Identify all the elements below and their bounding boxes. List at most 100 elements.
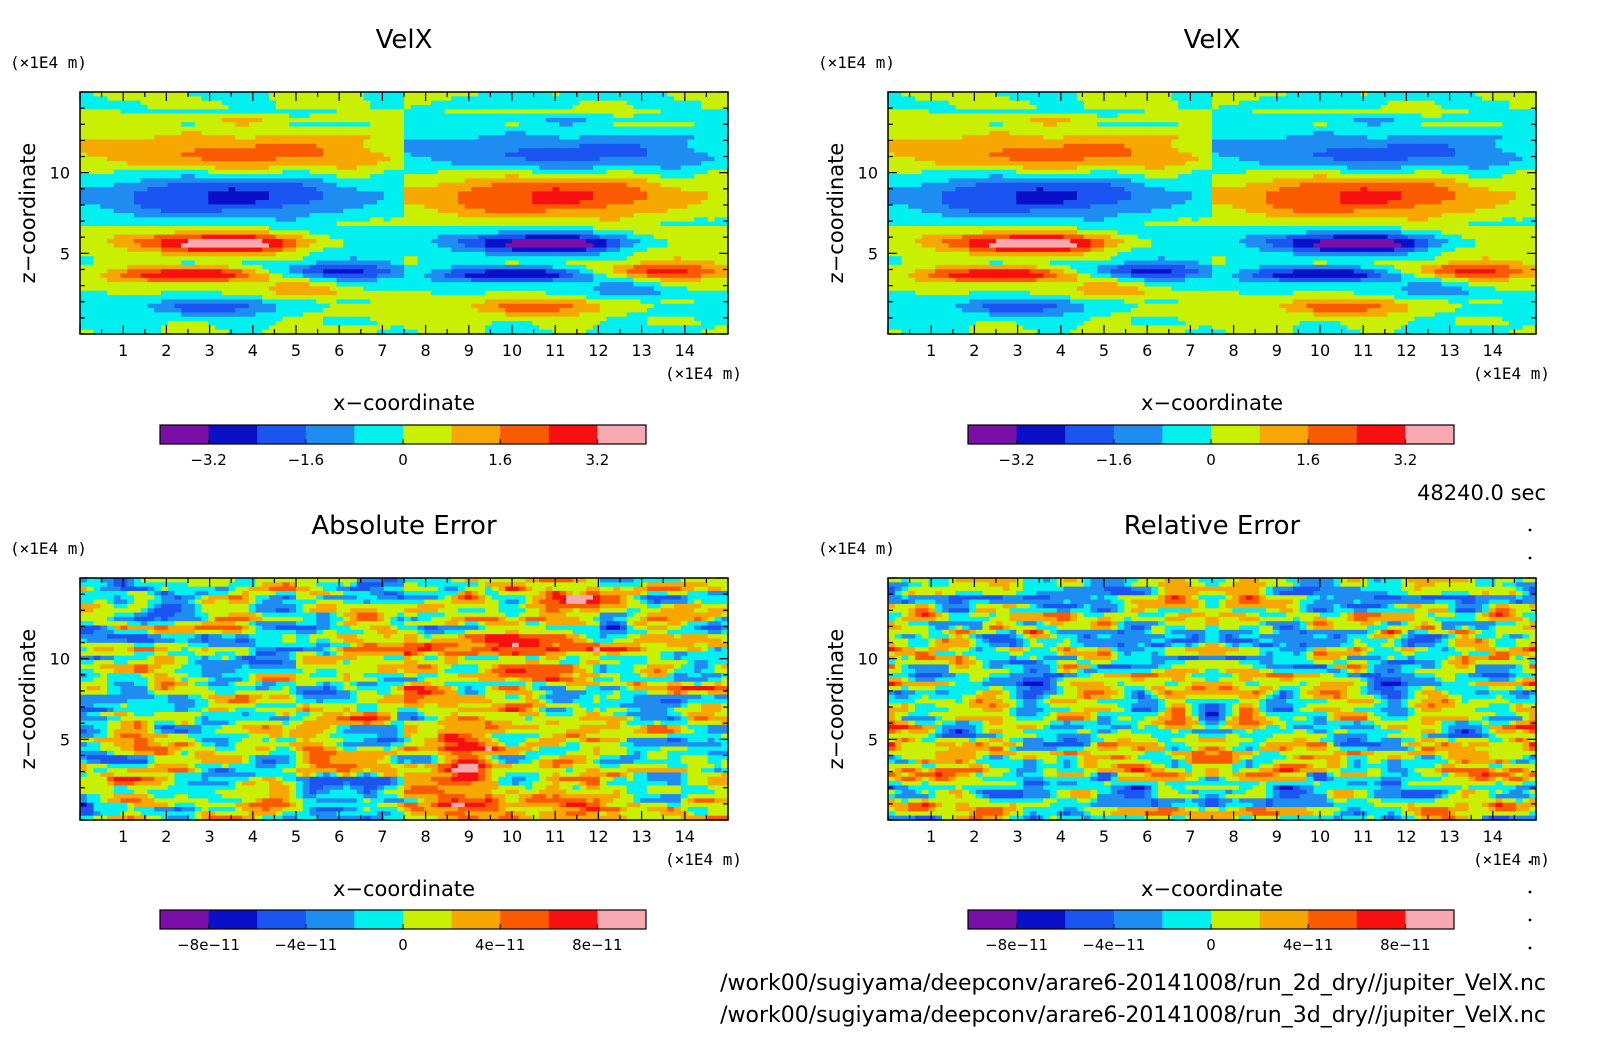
- field-cell: [275, 109, 284, 115]
- field-cell: [390, 234, 398, 240]
- field-cell: [417, 117, 425, 123]
- field-cell: [86, 143, 95, 149]
- field-cell: [100, 92, 108, 97]
- field-cell: [363, 260, 371, 266]
- field-cell: [505, 148, 513, 154]
- field-cell: [356, 230, 365, 236]
- field-cell: [228, 126, 236, 132]
- field-cell: [512, 152, 520, 158]
- field-cell: [647, 148, 655, 154]
- field-cell: [289, 230, 297, 236]
- field-cell: [674, 195, 682, 201]
- field-cell: [100, 165, 108, 171]
- field-cell: [559, 204, 567, 210]
- field-cell: [296, 303, 304, 309]
- field-cell: [478, 156, 486, 162]
- field-cell: [255, 113, 263, 119]
- field-cell: [552, 165, 560, 171]
- field-cell: [363, 217, 371, 223]
- field-cell: [282, 113, 290, 119]
- field-cell: [714, 269, 722, 275]
- field-cell: [120, 174, 128, 180]
- field-cell: [647, 243, 655, 249]
- field-cell: [336, 238, 344, 244]
- field-cell: [539, 130, 547, 136]
- field-cell: [201, 156, 209, 162]
- field-cell: [687, 273, 695, 279]
- field-cell: [579, 182, 587, 188]
- field-cell: [208, 230, 216, 236]
- field-cell: [127, 221, 135, 227]
- field-cell: [707, 109, 716, 115]
- field-cell: [181, 156, 189, 162]
- field-cell: [539, 273, 547, 279]
- field-cell: [309, 161, 317, 167]
- field-cell: [167, 312, 176, 318]
- field-cell: [552, 117, 560, 123]
- field-cell: [93, 264, 101, 270]
- field-cell: [302, 126, 311, 132]
- field-cell: [721, 213, 729, 218]
- field-cell: [478, 104, 486, 110]
- field-cell: [701, 126, 709, 132]
- field-cell: [640, 221, 648, 227]
- field-cell: [296, 195, 304, 201]
- field-cell: [593, 156, 601, 162]
- field-cell: [552, 264, 560, 270]
- field-cell: [586, 282, 594, 288]
- field-cell: [323, 174, 331, 180]
- field-cell: [559, 213, 567, 218]
- field-cell: [566, 213, 574, 218]
- field-cell: [383, 104, 392, 110]
- field-cell: [248, 104, 257, 110]
- field-cell: [336, 139, 344, 145]
- field-cell: [302, 165, 311, 171]
- field-cell: [127, 273, 135, 279]
- field-cell: [120, 238, 128, 244]
- field-cell: [647, 303, 655, 309]
- field-cell: [572, 187, 581, 192]
- field-cell: [512, 100, 520, 106]
- field-cell: [343, 92, 351, 97]
- field-cell: [194, 217, 203, 223]
- field-cell: [201, 109, 209, 115]
- field-cell: [188, 273, 196, 279]
- field-cell: [532, 139, 540, 145]
- field-cell: [667, 204, 675, 210]
- field-cell: [323, 92, 331, 97]
- field-cell: [539, 295, 547, 301]
- field-cell: [707, 282, 716, 288]
- field-cell: [363, 109, 371, 115]
- field-cell: [255, 299, 263, 305]
- field-cell: [370, 161, 378, 167]
- field-cell: [221, 247, 230, 253]
- field-cell: [140, 260, 149, 266]
- field-cell: [478, 269, 486, 275]
- field-cell: [120, 282, 128, 288]
- field-cell: [410, 221, 419, 227]
- field-cell: [471, 156, 479, 162]
- field-cell: [208, 96, 216, 102]
- field-cell: [647, 256, 655, 262]
- field-cell: [525, 234, 533, 240]
- field-cell: [545, 191, 554, 197]
- field-cell: [471, 260, 479, 266]
- field-cell: [444, 187, 452, 192]
- field-cell: [606, 273, 614, 279]
- field-cell: [93, 122, 101, 128]
- field-cell: [721, 178, 729, 184]
- field-cell: [518, 225, 527, 231]
- field-cell: [593, 213, 601, 218]
- field-cell: [255, 204, 263, 210]
- field-cell: [491, 117, 500, 123]
- field-cell: [309, 225, 317, 231]
- field-cell: [194, 174, 203, 180]
- field-cell: [363, 221, 371, 227]
- field-cell: [113, 104, 122, 110]
- field-cell: [687, 143, 695, 149]
- field-cell: [417, 234, 425, 240]
- field-cell: [329, 161, 338, 167]
- field-cell: [120, 187, 128, 192]
- field-cell: [134, 195, 142, 201]
- field-cell: [485, 286, 493, 292]
